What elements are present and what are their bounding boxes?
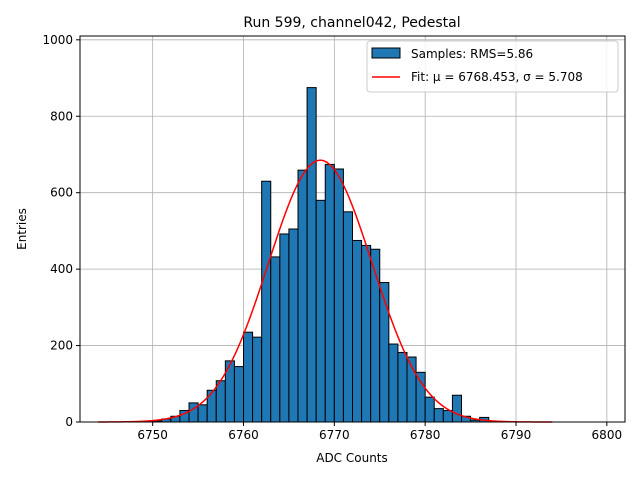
x-axis-ticks: 6750 6760 6770 6780 6790 6800 bbox=[137, 422, 622, 442]
y-tick-label: 600 bbox=[50, 186, 73, 200]
y-tick-label: 800 bbox=[50, 109, 73, 123]
y-axis-label: Entries bbox=[15, 208, 29, 250]
histogram-bar bbox=[243, 331, 254, 423]
x-tick-label: 6780 bbox=[410, 428, 441, 442]
legend-samples-swatch bbox=[371, 47, 401, 59]
x-axis-label: ADC Counts bbox=[316, 451, 388, 465]
histogram-bar bbox=[424, 396, 435, 423]
histogram-bar bbox=[433, 408, 444, 423]
x-tick-label: 6750 bbox=[137, 428, 168, 442]
y-tick-label: 400 bbox=[50, 262, 73, 276]
histogram-bar bbox=[270, 256, 281, 423]
legend-fit-label: Fit: μ = 6768.453, σ = 5.708 bbox=[411, 70, 583, 84]
histogram-bar bbox=[315, 199, 326, 423]
plot-frame bbox=[79, 35, 626, 423]
histogram-bar bbox=[415, 371, 426, 423]
y-tick-label: 0 bbox=[65, 415, 73, 429]
histogram-bars bbox=[152, 87, 490, 423]
x-tick-label: 6760 bbox=[228, 428, 259, 442]
histogram-bar bbox=[233, 366, 245, 423]
x-tick-label: 6800 bbox=[592, 428, 623, 442]
histogram-bar bbox=[261, 180, 272, 423]
legend-box bbox=[366, 40, 619, 93]
chart-title: Run 599, channel042, Pedestal bbox=[243, 15, 460, 31]
legend: Samples: RMS=5.86 Fit: μ = 6768.453, σ =… bbox=[366, 40, 619, 93]
histogram-bar bbox=[333, 168, 344, 423]
histogram-bar bbox=[206, 389, 217, 423]
histogram-bar bbox=[279, 233, 290, 423]
y-tick-label: 200 bbox=[50, 339, 73, 353]
histogram-bar bbox=[370, 248, 381, 423]
histogram-bar bbox=[451, 394, 462, 423]
histogram-bar bbox=[379, 282, 390, 423]
histogram-bar bbox=[197, 404, 208, 423]
histogram-bar bbox=[324, 163, 335, 423]
y-tick-label: 1000 bbox=[42, 33, 73, 47]
histogram-bar bbox=[188, 402, 199, 423]
histogram-bar bbox=[388, 343, 399, 423]
histogram-bar bbox=[306, 87, 317, 423]
histogram-bar bbox=[215, 380, 226, 423]
histogram-bar bbox=[252, 336, 263, 423]
histogram-bar bbox=[297, 169, 308, 423]
histogram-bar bbox=[352, 239, 363, 423]
histogram-bar bbox=[288, 228, 299, 423]
y-axis-ticks: 0 200 400 600 800 1000 bbox=[42, 33, 80, 429]
histogram-bar bbox=[342, 211, 353, 423]
legend-samples-label: Samples: RMS=5.86 bbox=[411, 47, 533, 61]
x-tick-label: 6770 bbox=[319, 428, 350, 442]
fit-curve bbox=[98, 159, 553, 423]
histogram-bar bbox=[397, 351, 408, 423]
x-tick-label: 6790 bbox=[501, 428, 532, 442]
histogram-bar bbox=[442, 410, 453, 423]
histogram-bar bbox=[361, 244, 372, 423]
